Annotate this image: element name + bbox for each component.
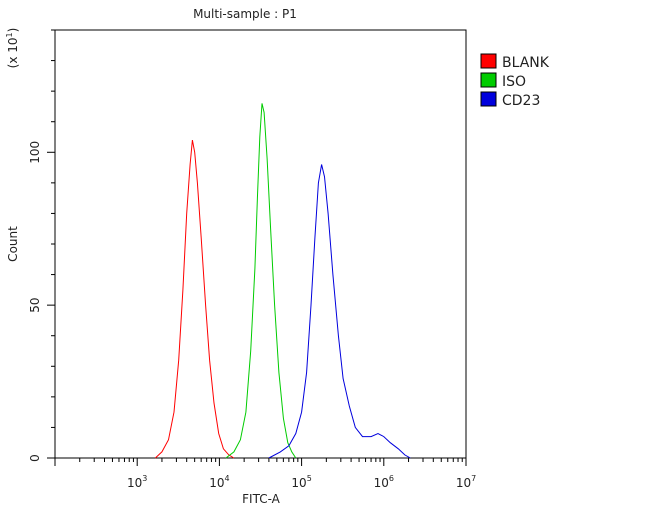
series-line-cd23 — [268, 164, 411, 459]
y-tick-label: 100 — [28, 141, 42, 164]
x-tick-label: 106 — [374, 474, 394, 490]
legend-swatch-cd23 — [480, 91, 497, 107]
plot-frame — [54, 29, 467, 459]
y-axis: 0 50 100 — [28, 29, 55, 462]
x-tick-label: 104 — [209, 474, 229, 490]
legend-swatch-blank — [480, 53, 497, 69]
legend-label-blank: BLANK — [502, 55, 550, 71]
x-tick-label: 103 — [127, 474, 147, 490]
chart-title: Multi-sample : P1 — [193, 7, 297, 21]
y-axis-multiplier: (x 101) — [5, 28, 20, 69]
legend-label-cd23: CD23 — [502, 93, 540, 109]
series-line-iso — [225, 103, 297, 459]
series-line-blank — [154, 140, 235, 459]
y-tick-label: 50 — [28, 297, 42, 312]
legend-label-iso: ISO — [502, 74, 526, 90]
legend-swatch-iso — [480, 72, 497, 88]
x-tick-label: 107 — [456, 474, 476, 490]
y-tick-label: 0 — [28, 454, 42, 462]
x-axis: 103 104 105 106 107 — [54, 458, 476, 490]
x-axis-label: FITC-A — [242, 492, 281, 506]
y-axis-label: Count — [6, 226, 20, 262]
x-tick-label: 105 — [291, 474, 311, 490]
legend: BLANK ISO CD23 — [480, 53, 550, 109]
plot-area — [154, 103, 411, 459]
